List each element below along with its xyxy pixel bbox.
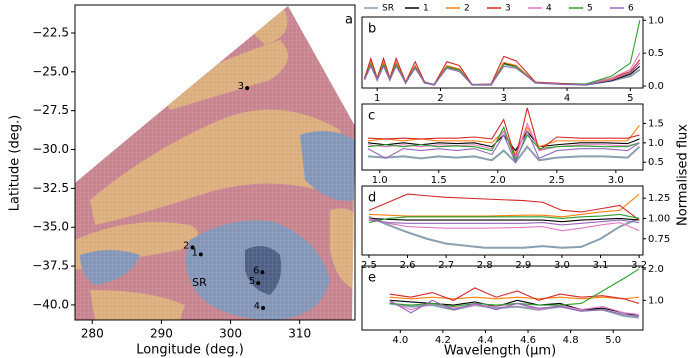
series-line bbox=[365, 20, 640, 84]
point bbox=[191, 245, 195, 249]
legend-label: 6 bbox=[628, 4, 634, 14]
x-tick-label: 290 bbox=[150, 327, 173, 341]
point-label: 2 bbox=[183, 240, 189, 251]
x-tick-label: 4.4 bbox=[478, 335, 494, 346]
point bbox=[260, 270, 264, 274]
point-label: 4 bbox=[254, 301, 260, 312]
series-line bbox=[390, 297, 639, 299]
y-tick-label: 1.5 bbox=[648, 118, 664, 129]
y-tick-label: −25.0 bbox=[32, 64, 69, 78]
point-label: 3 bbox=[238, 81, 244, 92]
annotation: SR bbox=[192, 276, 207, 289]
x-tick-label: 4 bbox=[564, 93, 570, 104]
y-tick-label: 0.75 bbox=[648, 234, 670, 245]
y-tick-label: 1.0 bbox=[648, 15, 664, 26]
y-tick-label: −35.0 bbox=[32, 220, 69, 234]
y-axis-label: Normalised flux bbox=[676, 124, 691, 226]
y-tick-label: −32.5 bbox=[32, 181, 69, 195]
plot-area bbox=[390, 269, 639, 317]
x-tick-label: 310 bbox=[288, 327, 311, 341]
x-tick-label: 4.8 bbox=[563, 335, 579, 346]
x-tick-label: 4.2 bbox=[435, 335, 451, 346]
x-axis-label: Wavelength (μm) bbox=[444, 344, 556, 358]
x-tick-label: 4.0 bbox=[392, 335, 408, 346]
x-tick-label: 2 bbox=[437, 93, 443, 104]
x-tick-label: 5 bbox=[627, 93, 633, 104]
series-line bbox=[369, 218, 639, 221]
y-tick-label: 0.5 bbox=[648, 157, 664, 168]
y-tick-label: 2.0 bbox=[648, 264, 664, 275]
y-tick-label: −22.5 bbox=[32, 25, 69, 39]
x-tick-label: 280 bbox=[81, 327, 104, 341]
point bbox=[245, 86, 249, 90]
y-axis-label: Latitude (deg.) bbox=[8, 115, 23, 211]
x-tick-label: 1.5 bbox=[431, 175, 447, 186]
y-tick-label: 0.5 bbox=[648, 48, 664, 59]
page: a Longitude (deg.) Latitude (deg.) Wavel… bbox=[0, 0, 691, 358]
series-line bbox=[390, 303, 639, 317]
plot-area bbox=[368, 108, 640, 162]
panel-label: c bbox=[368, 109, 375, 124]
y-tick-label: 0.0 bbox=[648, 81, 664, 92]
y-tick-label: −30.0 bbox=[32, 142, 69, 156]
y-tick-label: 1.0 bbox=[648, 295, 664, 306]
y-tick-label: 1.00 bbox=[648, 213, 670, 224]
x-tick-label: 300 bbox=[219, 327, 242, 341]
panel-label: a bbox=[345, 13, 353, 28]
y-tick-label: −40.0 bbox=[32, 297, 69, 311]
legend-label: 4 bbox=[546, 4, 552, 14]
legend-label: SR bbox=[382, 4, 394, 14]
point bbox=[256, 281, 260, 285]
x-tick-label: 1 bbox=[374, 93, 380, 104]
x-tick-label: 1.0 bbox=[372, 175, 388, 186]
x-axis-label: Longitude (deg.) bbox=[136, 343, 244, 358]
x-tick-label: 4.6 bbox=[520, 335, 536, 346]
point-label: 6 bbox=[253, 265, 259, 276]
series-line bbox=[369, 220, 639, 225]
panel-label: d bbox=[368, 191, 376, 206]
point-label: 5 bbox=[249, 276, 255, 287]
y-tick-label: −27.5 bbox=[32, 103, 69, 117]
y-tick-label: 1.0 bbox=[648, 138, 664, 149]
y-tick-label: −37.5 bbox=[32, 259, 69, 273]
plot-area bbox=[365, 20, 640, 84]
legend-label: 1 bbox=[423, 4, 429, 14]
x-tick-label: 3 bbox=[501, 93, 507, 104]
x-tick-label: 3.0 bbox=[608, 175, 624, 186]
legend-label: 5 bbox=[587, 4, 593, 14]
figure: a Longitude (deg.) Latitude (deg.) Wavel… bbox=[0, 0, 691, 358]
legend-label: 3 bbox=[505, 4, 511, 14]
series-line bbox=[369, 194, 639, 217]
x-tick-label: 2.5 bbox=[549, 175, 565, 186]
map-surface bbox=[70, 0, 360, 325]
series-line bbox=[390, 300, 639, 316]
plot-area bbox=[369, 194, 639, 248]
panel-label: b bbox=[368, 22, 376, 37]
x-tick-label: 2.0 bbox=[490, 175, 506, 186]
point bbox=[199, 252, 203, 256]
x-tick-label: 5.0 bbox=[605, 335, 621, 346]
point bbox=[261, 306, 265, 310]
legend-label: 2 bbox=[464, 4, 470, 14]
y-tick-label: 1.25 bbox=[648, 193, 670, 204]
panel-label: e bbox=[368, 271, 376, 286]
